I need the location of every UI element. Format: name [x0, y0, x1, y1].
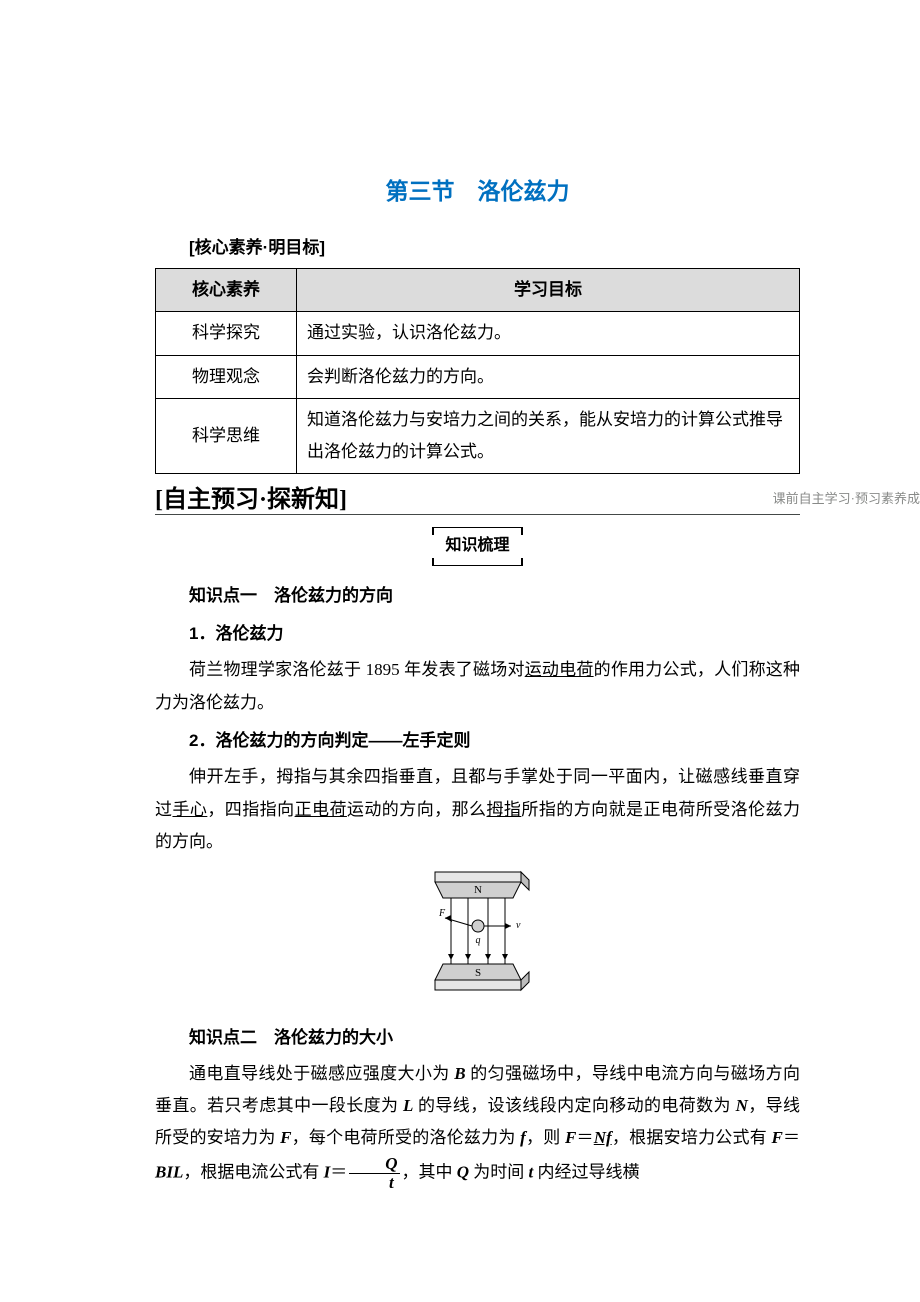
- knowledge-2-head: 知识点二 洛伦兹力的大小: [155, 1022, 800, 1054]
- sym-F: F: [280, 1128, 291, 1147]
- cell-r3c1: 科学思维: [156, 398, 297, 474]
- label-N: N: [474, 884, 482, 896]
- k1-p2: 伸开左手，拇指与其余四指垂直，且都与手掌处于同一平面内，让磁感线垂直穿过手心，四…: [155, 761, 800, 858]
- t3: 的导线，设该线段内定向移动的电荷数为: [413, 1096, 735, 1115]
- k1-p2u1: 手心: [172, 800, 207, 819]
- label-q: q: [475, 935, 480, 946]
- t5: ，每个电荷所受的洛伦兹力为: [291, 1128, 520, 1147]
- banner-big: [自主预习·探新知]: [155, 478, 347, 524]
- table-row: 科学探究 通过实验，认识洛伦兹力。: [156, 312, 800, 355]
- cell-r3c2: 知道洛伦兹力与安培力之间的关系，能从安培力的计算公式推导出洛伦兹力的计算公式。: [297, 398, 800, 474]
- t9: ，其中: [402, 1162, 457, 1181]
- cell-r1c1: 科学探究: [156, 312, 297, 355]
- frac-num: Q: [349, 1155, 399, 1174]
- left-hand-rule-diagram: N S q v F: [155, 868, 800, 1009]
- k1-p1: 荷兰物理学家洛伦兹于 1895 年发表了磁场对运动电荷的作用力公式，人们称这种力…: [155, 654, 800, 719]
- eq1-l: F: [565, 1128, 576, 1147]
- k1-p2c: 运动的方向，那么: [347, 800, 487, 819]
- k2-p: 通电直导线处于磁感应强度大小为 B 的匀强磁场中，导线中电流方向与磁场方向垂直。…: [155, 1058, 800, 1192]
- core-table: 核心素养 学习目标 科学探究 通过实验，认识洛伦兹力。 物理观念 会判断洛伦兹力…: [155, 268, 800, 474]
- k1-p2b: ，四指指向: [207, 800, 294, 819]
- th-1: 核心素养: [156, 268, 297, 311]
- bracket-label: 知识梳理: [433, 527, 521, 565]
- label-F: F: [438, 908, 446, 919]
- frac-den: t: [349, 1174, 399, 1192]
- eq2-l: F: [771, 1128, 782, 1147]
- table-row: 科学思维 知道洛伦兹力与安培力之间的关系，能从安培力的计算公式推导出洛伦兹力的计…: [156, 398, 800, 474]
- sym-Q: Q: [457, 1162, 469, 1181]
- cell-r2c1: 物理观念: [156, 355, 297, 398]
- k1-p2u3: 拇指: [486, 800, 521, 819]
- cell-r2c2: 会判断洛伦兹力的方向。: [297, 355, 800, 398]
- bracket-box: 知识梳理: [155, 527, 800, 565]
- table-row: 物理观念 会判断洛伦兹力的方向。: [156, 355, 800, 398]
- k1-h2: 2．洛伦兹力的方向判定——左手定则: [155, 725, 800, 757]
- knowledge-1-head: 知识点一 洛伦兹力的方向: [155, 580, 800, 612]
- label-S: S: [474, 967, 480, 979]
- fraction: Qt: [349, 1155, 399, 1192]
- page: 第三节 洛伦兹力 [核心素养·明目标] 核心素养 学习目标 科学探究 通过实验，…: [0, 0, 920, 1233]
- th-2: 学习目标: [297, 268, 800, 311]
- t7: ，根据安培力公式有: [612, 1128, 772, 1147]
- t6: ，则: [526, 1128, 565, 1147]
- cell-r1c2: 通过实验，认识洛伦兹力。: [297, 312, 800, 355]
- sym-N: N: [736, 1096, 748, 1115]
- k1-h1: 1．洛伦兹力: [155, 618, 800, 650]
- label-v: v: [516, 920, 521, 931]
- sym-L: L: [403, 1096, 413, 1115]
- t11: 内经过导线横: [533, 1162, 639, 1181]
- table-header-row: 核心素养 学习目标: [156, 268, 800, 311]
- eq2-r: BIL: [155, 1162, 183, 1181]
- t1: 通电直导线处于磁感应强度大小为: [189, 1064, 454, 1083]
- subhead: [核心素养·明目标]: [155, 232, 800, 264]
- eq3-l: I: [324, 1162, 331, 1181]
- section-title: 第三节 洛伦兹力: [155, 170, 800, 214]
- section-banner: [自主预习·探新知] 课前自主学习·预习素养成: [155, 482, 800, 515]
- eq1-r: Nf: [594, 1128, 612, 1147]
- k1-p1a: 荷兰物理学家洛伦兹于 1895 年发表了磁场对: [189, 660, 525, 679]
- k1-p2u2: 正电荷: [295, 800, 347, 819]
- banner-small: 课前自主学习·预习素养成: [773, 487, 920, 512]
- diagram-svg: N S q v F: [423, 868, 533, 998]
- sym-B: B: [454, 1064, 465, 1083]
- t10: 为时间: [469, 1162, 529, 1181]
- k1-p1u: 运动电荷: [525, 660, 594, 679]
- t8: ，根据电流公式有: [183, 1162, 323, 1181]
